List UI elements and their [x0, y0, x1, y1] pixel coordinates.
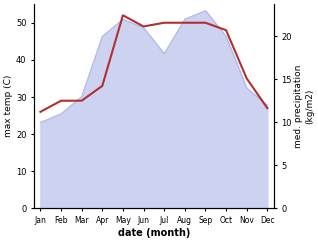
Y-axis label: max temp (C): max temp (C) — [4, 75, 13, 137]
X-axis label: date (month): date (month) — [118, 228, 190, 238]
Y-axis label: med. precipitation
(kg/m2): med. precipitation (kg/m2) — [294, 65, 314, 148]
